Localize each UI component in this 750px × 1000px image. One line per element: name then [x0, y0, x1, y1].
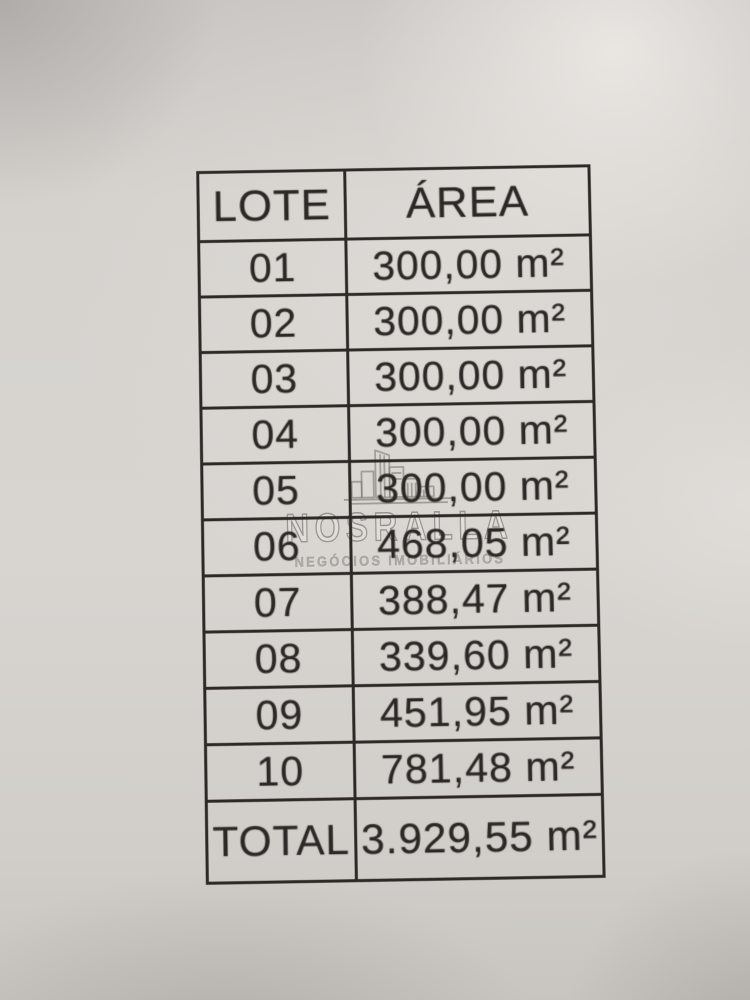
lot-number: 09 [206, 687, 355, 743]
lot-area: 300,00 m² [347, 236, 590, 293]
lot-number: 06 [204, 519, 353, 575]
total-label: TOTAL [208, 800, 358, 882]
table-row: 03 300,00 m² [202, 347, 593, 409]
column-header-area: ÁREA [346, 167, 589, 237]
table-row: 07 388,47 m² [205, 571, 598, 634]
lot-number: 03 [202, 352, 350, 407]
scanned-document-photo: NOSRALLA NEGÓCIOS IMOBILIÁRIOS LOTE ÁREA… [0, 0, 750, 1000]
lot-number: 05 [203, 463, 352, 518]
lot-area: 300,00 m² [348, 292, 591, 349]
table-row: 05 300,00 m² [203, 459, 595, 522]
table-row: 01 300,00 m² [200, 236, 590, 298]
total-area: 3.929,55 m² [357, 796, 603, 879]
lot-number: 10 [207, 744, 357, 800]
lot-area: 300,00 m² [351, 459, 595, 516]
lot-area: 388,47 m² [353, 571, 597, 628]
table-row: 02 300,00 m² [201, 292, 591, 354]
lot-area: 468,05 m² [352, 515, 596, 572]
lot-number: 07 [205, 575, 354, 631]
lot-number: 01 [200, 241, 348, 296]
table-row: 09 451,95 m² [206, 683, 599, 746]
table-row: 08 339,60 m² [205, 627, 598, 690]
table-header-row: LOTE ÁREA [199, 167, 589, 243]
table-row: 06 468,05 m² [204, 515, 596, 578]
lot-area: 300,00 m² [350, 403, 594, 460]
lot-area: 781,48 m² [356, 739, 601, 797]
lot-number: 08 [205, 631, 354, 687]
lot-number: 02 [201, 296, 349, 351]
table-total-row: TOTAL 3.929,55 m² [208, 796, 603, 882]
lot-area: 451,95 m² [355, 683, 600, 741]
table-row: 10 781,48 m² [207, 739, 601, 802]
column-header-lote: LOTE [199, 171, 347, 240]
lot-area: 300,00 m² [349, 347, 592, 404]
lot-area-table: LOTE ÁREA 01 300,00 m² 02 300,00 m² 03 3… [196, 164, 605, 885]
table-row: 04 300,00 m² [202, 403, 593, 466]
lot-number: 04 [202, 407, 351, 462]
lot-area: 339,60 m² [354, 627, 599, 685]
